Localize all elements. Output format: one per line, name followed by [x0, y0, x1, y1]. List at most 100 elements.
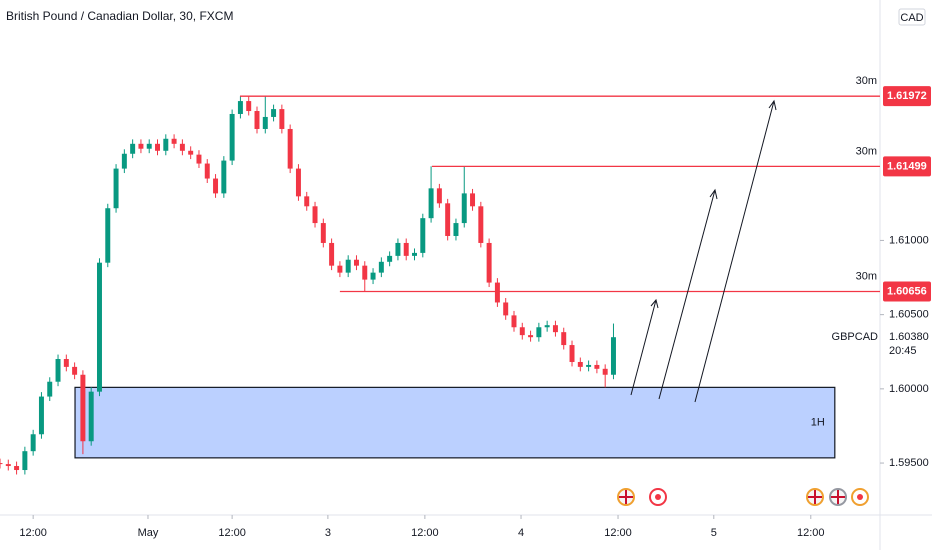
candle-body — [395, 242, 401, 256]
candle-body — [503, 302, 509, 316]
candle-body — [105, 208, 111, 263]
candle-body — [420, 218, 426, 253]
candle-body — [130, 143, 136, 154]
candle-body — [262, 116, 268, 129]
candle-body — [478, 206, 484, 243]
candle-body — [96, 262, 102, 392]
level-price-label: 1.60656 — [887, 285, 927, 297]
arrow-head — [768, 99, 777, 111]
candle-body — [22, 451, 28, 471]
x-tick-label: May — [138, 527, 159, 539]
current-price-label: 1.60380 — [889, 331, 929, 343]
level-price-box — [883, 156, 931, 177]
x-tick-label: 12:00 — [604, 527, 632, 539]
currency-label[interactable]: CAD — [900, 12, 923, 24]
candle-body — [577, 361, 583, 367]
candle-body — [536, 327, 542, 338]
level-price-box — [883, 86, 931, 107]
candle-body — [5, 464, 11, 467]
zone-label: 1H — [811, 417, 825, 429]
candle-body — [30, 434, 36, 452]
candle-body — [387, 255, 393, 262]
candle-body — [55, 359, 61, 382]
x-tick-label: 12:00 — [19, 527, 47, 539]
zone — [74, 386, 836, 459]
candle-body — [0, 463, 3, 465]
candle-body — [271, 109, 277, 117]
x-tick-label: 12:00 — [411, 527, 439, 539]
candle-body — [246, 101, 252, 112]
candle-body — [569, 345, 575, 362]
flag-cross — [619, 490, 633, 504]
y-tick-label: 1.60000 — [889, 383, 929, 395]
candle-body — [320, 223, 326, 243]
candle-body — [594, 364, 600, 369]
candle-body — [295, 168, 301, 197]
countdown-label: 20:45 — [889, 345, 917, 357]
candle-body — [80, 374, 86, 442]
candle-body — [171, 138, 177, 144]
candle-body — [561, 332, 567, 346]
candle-body — [237, 101, 243, 114]
level-timeframe: 30m — [856, 270, 877, 282]
symbol-label: GBPCAD — [832, 331, 879, 343]
candle-body — [47, 381, 53, 397]
candle-body — [213, 178, 219, 194]
candle-body — [279, 109, 285, 129]
arrow-head — [709, 188, 718, 200]
candle-body — [204, 163, 210, 179]
candle-body — [353, 259, 359, 266]
level-timeframe: 30m — [856, 145, 877, 157]
flag-leaf — [857, 494, 863, 500]
event-icons — [617, 488, 869, 506]
candle-body — [486, 242, 492, 283]
candle-body — [461, 193, 467, 224]
candle-body — [370, 272, 376, 280]
x-tick-label: 4 — [518, 527, 524, 539]
flag-leaf — [655, 494, 661, 500]
candle-body — [528, 335, 534, 338]
candle-body — [72, 366, 78, 375]
candle-body — [113, 168, 119, 209]
candle-body — [304, 196, 310, 207]
candle-body — [403, 242, 409, 256]
candle-body — [552, 325, 558, 333]
currency-button[interactable] — [898, 8, 926, 26]
level-price-label: 1.61972 — [887, 90, 927, 102]
candle-body — [63, 359, 69, 367]
candle-body — [229, 113, 235, 161]
candle-body — [428, 188, 434, 219]
candle-body — [378, 261, 384, 273]
candle-body — [329, 242, 335, 266]
candle-body — [121, 153, 127, 169]
candle-body — [470, 193, 476, 207]
y-tick-label: 1.59500 — [889, 457, 929, 469]
y-tick-label: 1.60500 — [889, 309, 929, 321]
candle-body — [362, 265, 368, 280]
x-tick-label: 5 — [711, 527, 717, 539]
candle-body — [586, 364, 592, 367]
candle-body — [287, 128, 293, 169]
candle-body — [14, 466, 20, 471]
y-tick-label: 1.61000 — [889, 234, 929, 246]
candle-body — [196, 154, 202, 164]
candle-body — [544, 325, 550, 328]
arrow — [658, 189, 716, 400]
arrow — [694, 100, 775, 403]
x-tick-label: 12:00 — [797, 527, 825, 539]
candle-body — [179, 143, 185, 151]
candle-body — [602, 368, 608, 375]
candle-body — [188, 150, 194, 155]
candle-body — [138, 143, 144, 149]
candle-body — [163, 138, 169, 151]
candle-body — [494, 282, 500, 303]
level-timeframe: 30m — [856, 75, 877, 87]
candle-body — [221, 160, 227, 194]
candle-body — [436, 188, 442, 204]
candle-body — [254, 111, 260, 129]
candle-body — [155, 143, 160, 151]
candle-body — [312, 206, 318, 224]
candle-body — [445, 203, 451, 236]
